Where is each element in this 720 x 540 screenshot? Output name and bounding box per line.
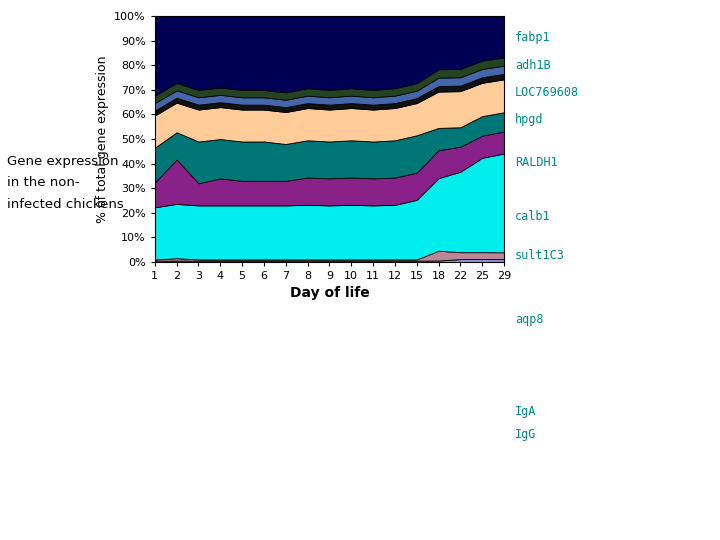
- Text: IgG: IgG: [515, 428, 536, 441]
- Text: Gene expression: Gene expression: [7, 154, 119, 168]
- Text: IgA: IgA: [515, 405, 536, 418]
- Text: adh1B: adh1B: [515, 59, 550, 72]
- Text: aqp8: aqp8: [515, 313, 544, 326]
- X-axis label: Day of life: Day of life: [289, 287, 369, 300]
- Text: fabp1: fabp1: [515, 31, 550, 44]
- Text: RALDH1: RALDH1: [515, 156, 557, 168]
- Y-axis label: % of total gene expression: % of total gene expression: [96, 55, 109, 223]
- Text: calb1: calb1: [515, 210, 550, 222]
- Text: infected chickens: infected chickens: [7, 198, 124, 211]
- Text: sult1C3: sult1C3: [515, 249, 564, 262]
- Text: LOC769608: LOC769608: [515, 86, 579, 99]
- Text: in the non-: in the non-: [7, 176, 80, 190]
- Text: hpgd: hpgd: [515, 113, 544, 126]
